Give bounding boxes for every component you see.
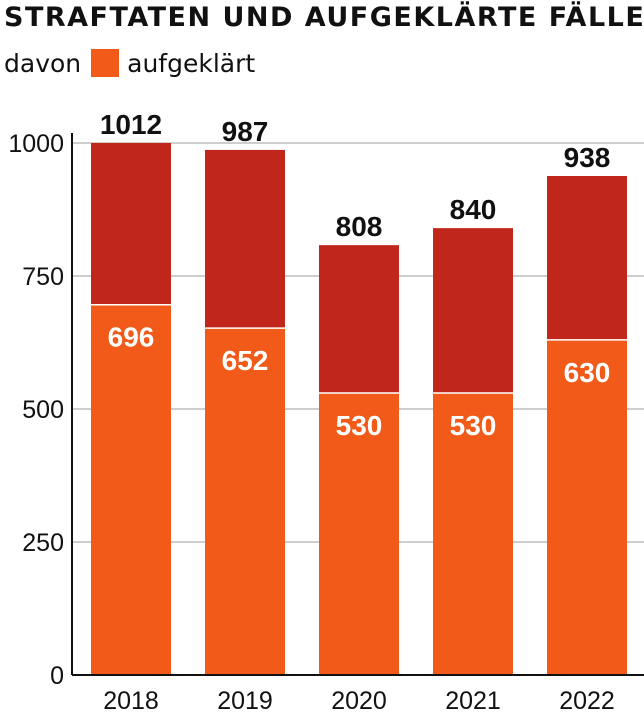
- legend-swatch-aufgeklaert: [91, 49, 120, 77]
- chart-title: STRAFTATEN UND AUFGEKLÄRTE FÄLLE: [4, 2, 644, 33]
- y-tick-label-750: 750: [22, 263, 64, 291]
- bar-layer: [91, 143, 627, 676]
- aufgeklaert-label-2019: 652: [222, 345, 269, 376]
- aufgeklaert-label-2022: 630: [564, 357, 611, 388]
- y-tick-label-0: 0: [50, 662, 64, 690]
- x-tick-label-2022: 2022: [559, 687, 615, 715]
- aufgeklaert-label-2020: 530: [336, 410, 383, 441]
- label-layer: 0 250 500 750 1000 1012 696 2018 987 652 2019 808 53…: [8, 109, 614, 715]
- legend: davon aufgeklärt: [4, 46, 255, 80]
- bar-aufgeklaert-2022: [547, 339, 627, 675]
- total-label-2018: 1012: [100, 109, 162, 140]
- total-label-2021: 840: [450, 194, 497, 225]
- x-tick-label-2020: 2020: [331, 687, 387, 715]
- axis-layer: [71, 133, 644, 676]
- total-label-2020: 808: [336, 211, 383, 242]
- x-tick-label-2021: 2021: [445, 687, 501, 715]
- y-tick-label-250: 250: [22, 529, 64, 557]
- total-label-2022: 938: [564, 142, 611, 173]
- y-tick-label-500: 500: [22, 396, 64, 424]
- aufgeklaert-label-2021: 530: [450, 410, 497, 441]
- total-label-2019: 987: [222, 116, 269, 147]
- bar-aufgeklaert-2018: [91, 304, 171, 675]
- bar-aufgeklaert-2020: [319, 393, 399, 675]
- bar-aufgeklaert-2019: [205, 328, 285, 675]
- x-tick-label-2019: 2019: [217, 687, 273, 715]
- legend-entry-aufgeklaert: aufgeklärt: [127, 48, 256, 78]
- legend-prefix: davon: [4, 48, 82, 78]
- bar-aufgeklaert-2021: [433, 393, 513, 675]
- x-tick-label-2018: 2018: [103, 687, 159, 715]
- y-tick-label-1000: 1000: [8, 130, 64, 158]
- aufgeklaert-label-2018: 696: [108, 322, 155, 353]
